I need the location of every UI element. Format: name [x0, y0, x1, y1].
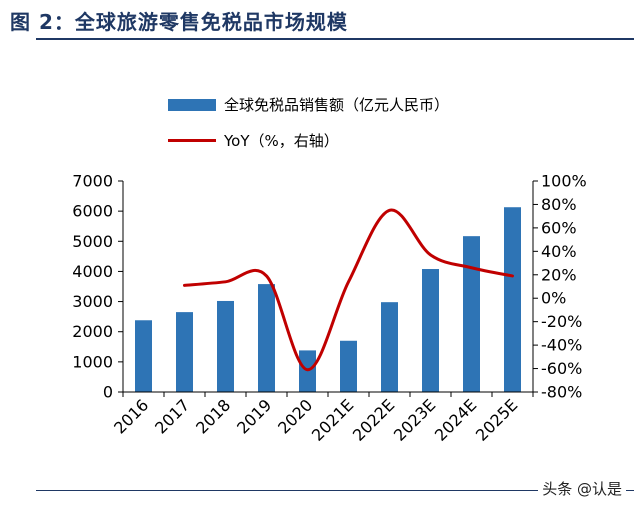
- y-right-tick-label: 0%: [541, 289, 566, 308]
- bar-2024E: [463, 236, 480, 392]
- y-right-tick-label: 40%: [541, 242, 577, 261]
- figure-title: 图 2：全球旅游零售免税品市场规模: [10, 10, 348, 34]
- bar-2019: [258, 284, 275, 392]
- x-tick-label: 2023E: [390, 395, 439, 444]
- bar-2017: [176, 312, 193, 392]
- x-tick-label: 2021E: [308, 395, 357, 444]
- y-right-tick-label: 20%: [541, 265, 577, 284]
- y-left-tick-label: 0: [103, 383, 113, 402]
- bar-2023E: [422, 269, 439, 392]
- y-left-tick-label: 2000: [72, 322, 113, 341]
- yoy-line: [183, 208, 514, 372]
- legend-swatch-bar: [168, 98, 216, 111]
- y-left-tick-label: 7000: [72, 172, 113, 191]
- x-tick-label: 2017: [151, 395, 193, 437]
- legend-label-yoy: YoY（%，右轴）: [224, 132, 339, 150]
- y-left-tick-label: 6000: [72, 202, 113, 221]
- legend-swatch-line: [168, 139, 216, 142]
- watermark: 头条 @认是: [538, 478, 626, 499]
- legend-item-yoy: YoY（%，右轴）: [168, 130, 339, 151]
- y-right-tick-label: -60%: [541, 359, 582, 378]
- x-axis-labels: 201620172018201920202021E2022E2023E2024E…: [110, 395, 521, 444]
- x-tick-label: 2025E: [472, 395, 521, 444]
- y-right-tick-label: -80%: [541, 383, 582, 402]
- y-right-tick-label: 100%: [541, 172, 587, 191]
- x-tick-label: 2019: [233, 395, 275, 437]
- legend-item-sales: 全球免税品销售额（亿元人民币）: [168, 94, 449, 115]
- y-right-tick-label: 60%: [541, 218, 577, 237]
- y-left-tick-label: 3000: [72, 292, 113, 311]
- bar-2016: [135, 320, 152, 392]
- bar-2021E: [340, 340, 357, 392]
- bar-2022E: [381, 302, 398, 392]
- x-tick-label: 2018: [192, 395, 234, 437]
- y-right-tick-label: -20%: [541, 312, 582, 331]
- x-tick-label: 2022E: [349, 395, 398, 444]
- bar-2025E: [504, 207, 521, 392]
- title-divider: [36, 38, 634, 40]
- axes: 0 1000 2000 3000 4000 5000 6000 7000 -80% -60% -40…: [72, 172, 586, 402]
- legend-label-sales: 全球免税品销售额（亿元人民币）: [224, 96, 450, 114]
- y-right-tick-label: -40%: [541, 336, 582, 355]
- x-tick-label: 2016: [110, 395, 152, 437]
- bar-2018: [217, 300, 234, 392]
- footer-divider: [36, 490, 634, 491]
- x-tick-label: 2024E: [431, 395, 480, 444]
- y-left-tick-label: 1000: [72, 352, 113, 371]
- yoy-line-series: [183, 208, 514, 372]
- bar-series: [135, 207, 521, 392]
- y-right-tick-label: 80%: [541, 195, 577, 214]
- y-left-tick-label: 5000: [72, 232, 113, 251]
- y-left-tick-label: 4000: [72, 262, 113, 281]
